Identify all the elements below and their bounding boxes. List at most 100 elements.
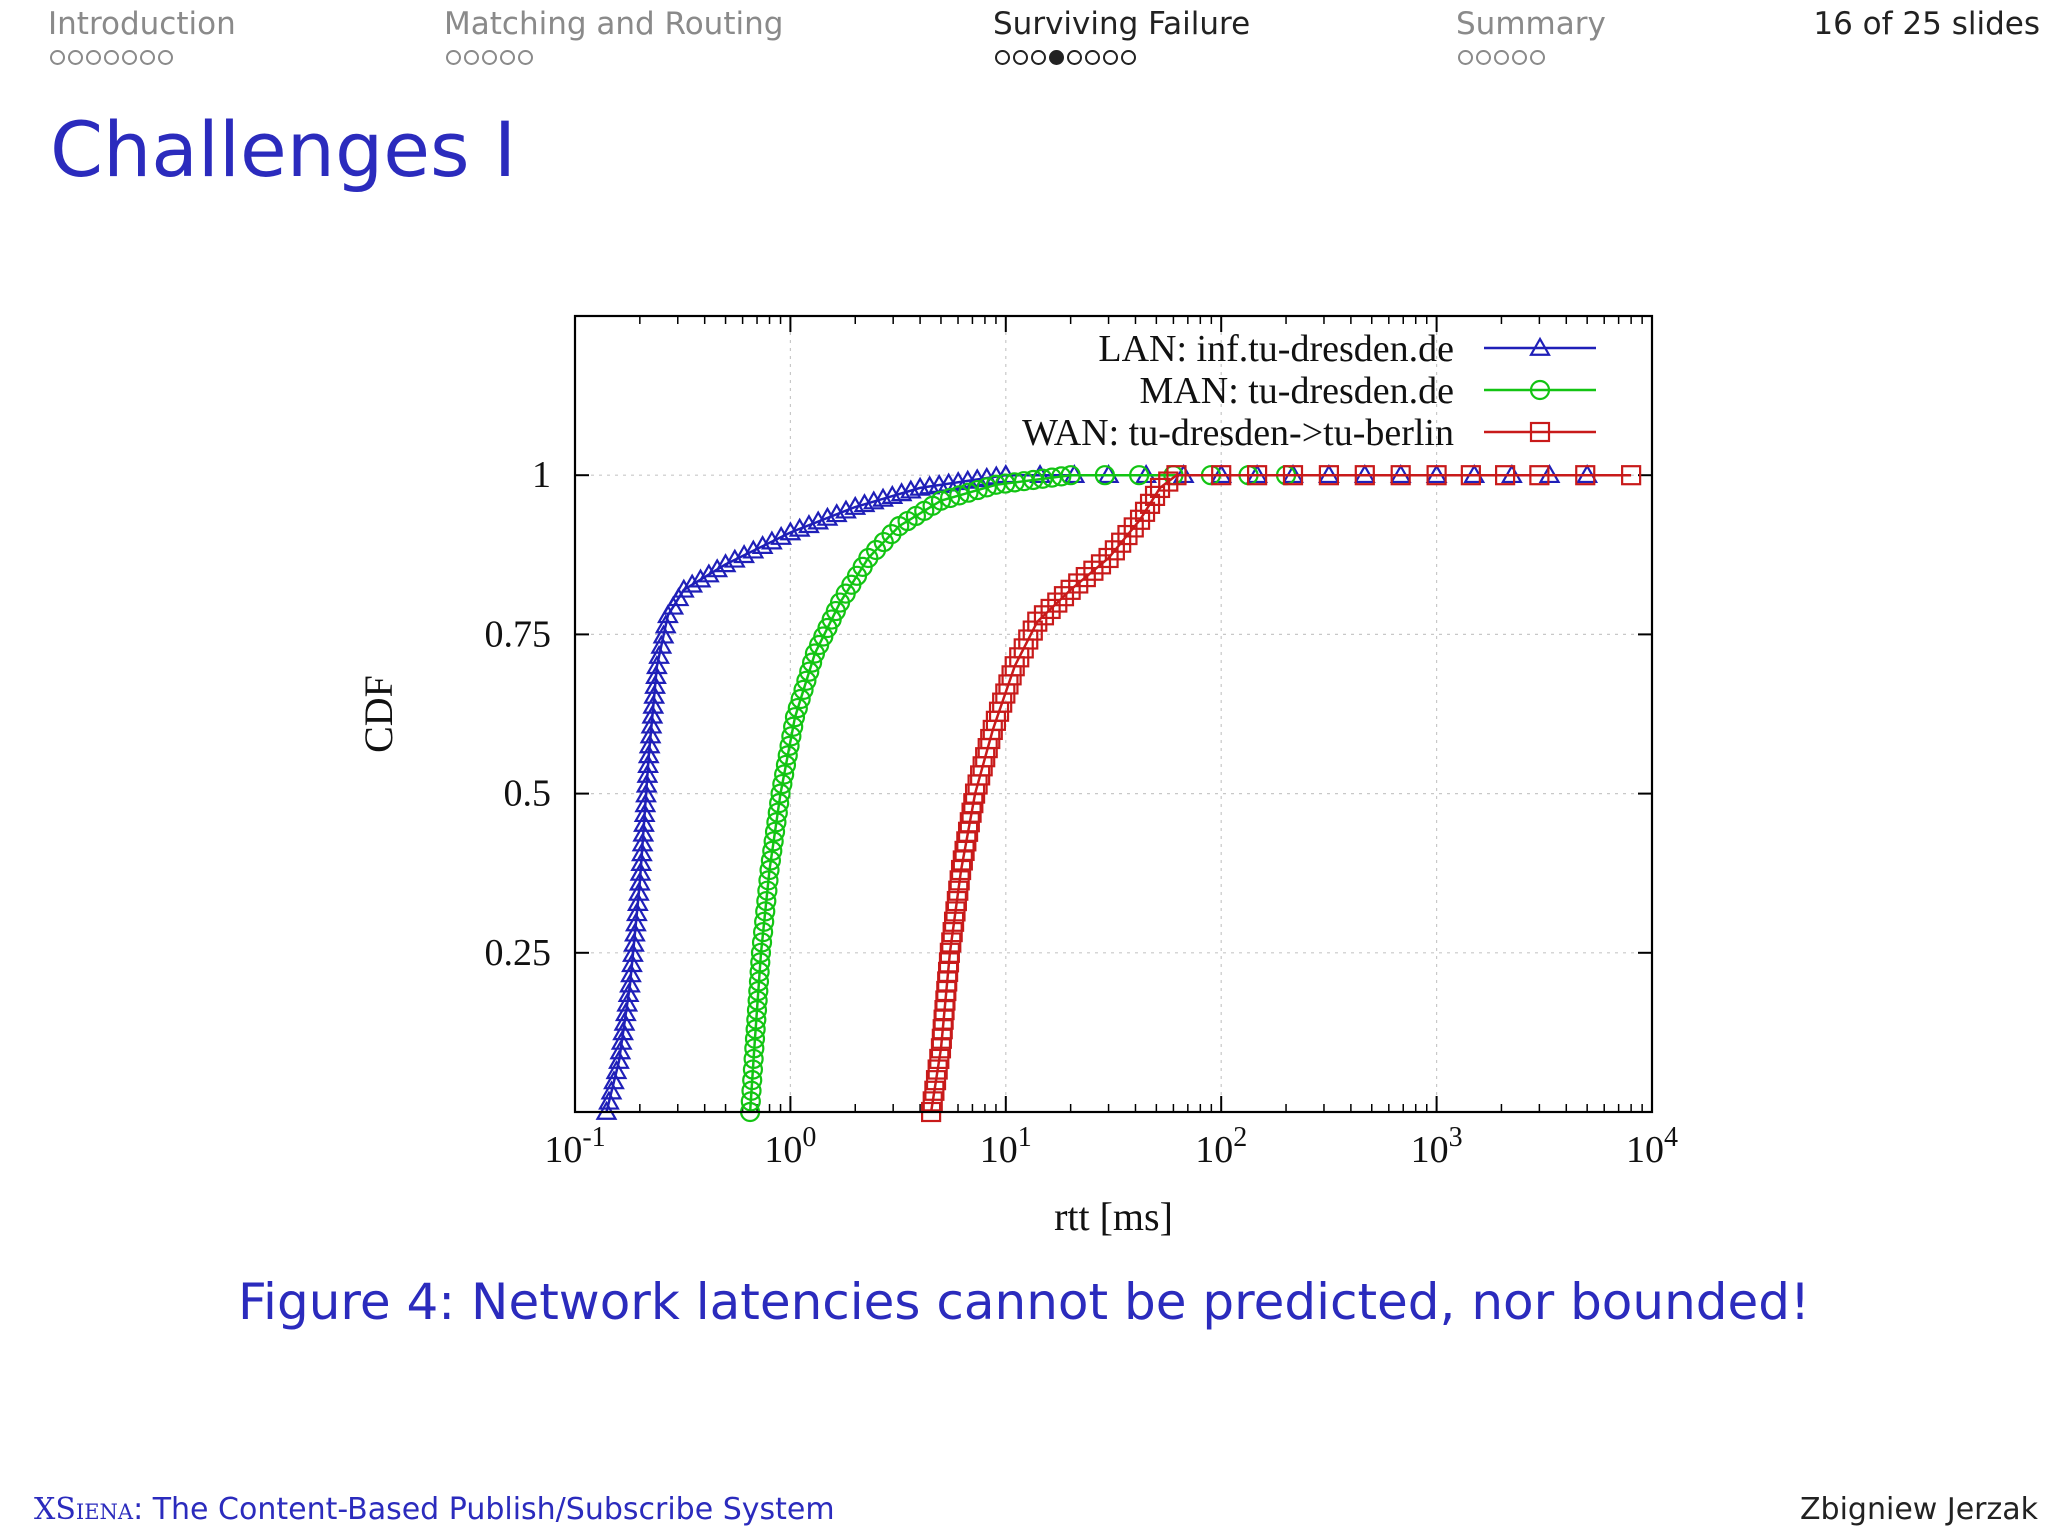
nav-dot[interactable] [1121,50,1136,65]
legend-label: MAN: tu-dresden.de [1140,370,1454,412]
data-point [617,982,640,1003]
nav-section-4[interactable]: Summary [1456,4,1606,65]
nav-dot[interactable] [50,50,65,65]
data-point [881,484,904,504]
data-point [872,487,894,507]
data-point [625,912,647,932]
data-point [807,510,830,530]
data-point [598,1090,620,1110]
nav-dot[interactable] [104,50,119,65]
nav-dot-current[interactable] [1049,50,1064,65]
data-point [605,1060,628,1080]
nav-dot[interactable] [464,50,479,65]
nav-section-2[interactable]: Matching and Routing [444,4,783,65]
data-point [1354,465,1375,486]
nav-dot[interactable] [140,50,155,65]
series-line-3 [929,473,1632,1113]
nav-section-label[interactable]: Matching and Routing [444,6,784,42]
data-point [941,932,962,953]
data-point [784,707,806,728]
data-point [942,922,963,943]
data-point [610,1030,633,1050]
data-point [1098,547,1119,569]
data-point [853,493,876,513]
nav-dot[interactable] [1013,50,1028,65]
data-point [614,1002,637,1022]
data-point [742,1059,764,1080]
nav-dot[interactable] [1458,50,1473,65]
nav-section-label[interactable]: Surviving Failure [993,6,1251,42]
data-point [627,881,650,901]
data-point [745,1019,766,1040]
data-point [750,952,771,973]
x-axis-label: rtt [ms] [1054,1194,1173,1239]
data-point [844,495,867,515]
data-point [681,573,704,593]
data-point [750,942,772,963]
data-point [741,1080,762,1101]
data-point [940,487,961,509]
nav-section-3[interactable]: Surviving Failure [993,4,1250,65]
data-point [777,745,798,766]
nav-dot[interactable] [68,50,83,65]
nav-dot[interactable] [1031,50,1046,65]
data-point [943,911,965,932]
data-point [1246,465,1268,486]
nav-dot[interactable] [122,50,137,65]
footer-author: Zbigniew Jerzak [1800,1492,2038,1527]
nav-dot[interactable] [446,50,461,65]
data-point [946,890,967,912]
data-point [631,832,654,852]
data-point [641,704,664,724]
data-point [616,992,639,1012]
data-point [742,1070,763,1091]
nav-dot[interactable] [1103,50,1118,65]
data-point [922,1091,943,1112]
data-point [632,822,655,842]
data-point [645,664,667,684]
x-tick-label: 100 [764,1122,816,1171]
data-point [764,821,786,842]
data-point [747,990,768,1011]
slide-title: Challenges I [50,105,517,194]
nav-dot[interactable] [1067,50,1082,65]
data-point [766,812,787,833]
data-point [629,861,652,881]
nav-dot[interactable] [500,50,515,65]
nav-dot[interactable] [482,50,497,65]
data-point [1104,540,1125,561]
data-point [763,831,784,852]
data-point [774,764,795,785]
data-point [930,490,952,511]
data-point [619,973,641,993]
x-tick-label: 102 [1195,1122,1247,1171]
nav-dot[interactable] [1494,50,1509,65]
data-point [779,521,802,541]
data-point [1094,465,1115,486]
data-point [949,870,970,891]
data-point [781,726,802,747]
nav-dot[interactable] [86,50,101,65]
data-point [825,503,848,523]
data-point [779,735,800,756]
x-tick-label: 103 [1411,1122,1463,1171]
footer-brand: XSiena [34,1492,134,1527]
data-point [626,891,649,911]
nav-section-label[interactable]: Summary [1456,6,1606,42]
data-point [746,1000,768,1021]
nav-section-label[interactable]: Introduction [48,6,236,42]
nav-dot[interactable] [518,50,533,65]
nav-dot[interactable] [1530,50,1545,65]
nav-dot[interactable] [1512,50,1527,65]
nav-dot[interactable] [158,50,173,65]
data-point [949,485,970,506]
nav-dot[interactable] [1085,50,1100,65]
data-point [788,517,811,537]
nav-dot[interactable] [995,50,1010,65]
footer-presentation-title: XSiena: The Content-Based Publish/Subscr… [34,1490,835,1530]
nav-section-1[interactable]: Introduction [48,4,236,65]
data-point [787,697,808,719]
nav-dot[interactable] [1476,50,1491,65]
data-point [1129,465,1150,486]
